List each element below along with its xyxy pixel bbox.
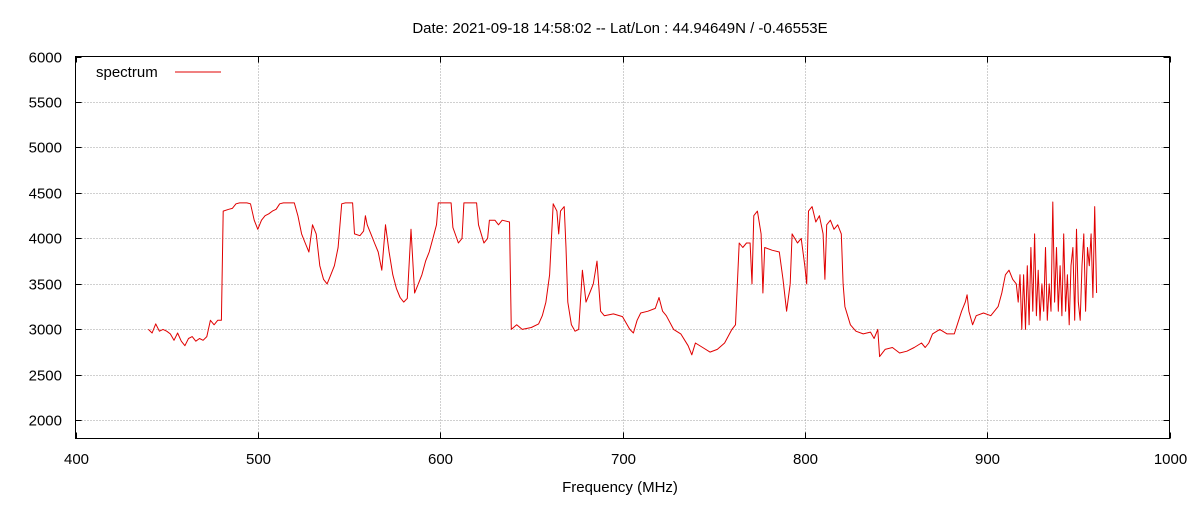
y-tick-label: 3000 <box>29 322 62 339</box>
x-tick-label: 600 <box>428 451 453 468</box>
axes: 400 500 600 700 800 900 1000 2000 2500 3000 3500 40… <box>29 50 1188 469</box>
legend-label: spectrum <box>96 64 158 81</box>
x-tick-label: 500 <box>246 451 271 468</box>
x-tick-label: 1000 <box>1154 451 1187 468</box>
chart-title: Date: 2021-09-18 14:58:02 -- Lat/Lon : 4… <box>412 20 827 37</box>
y-tick-label: 4500 <box>29 186 62 203</box>
series <box>148 201 1098 358</box>
spectrum-line <box>148 201 1098 358</box>
y-tick-label: 5000 <box>29 140 62 157</box>
y-tick-label: 6000 <box>29 50 62 67</box>
plot-frame <box>75 56 1170 439</box>
grid <box>75 56 1170 439</box>
y-tick-label: 3500 <box>29 277 62 294</box>
legend: spectrum <box>96 64 221 81</box>
x-tick-label: 700 <box>611 451 636 468</box>
x-tick-label: 400 <box>64 451 89 468</box>
y-tick-label: 2500 <box>29 368 62 385</box>
x-tick-label: 800 <box>793 451 818 468</box>
y-tick-label: 2000 <box>29 413 62 430</box>
y-tick-label: 5500 <box>29 95 62 112</box>
x-tick-label: 900 <box>975 451 1000 468</box>
y-tick-label: 4000 <box>29 231 62 248</box>
x-axis-label: Frequency (MHz) <box>562 479 678 496</box>
